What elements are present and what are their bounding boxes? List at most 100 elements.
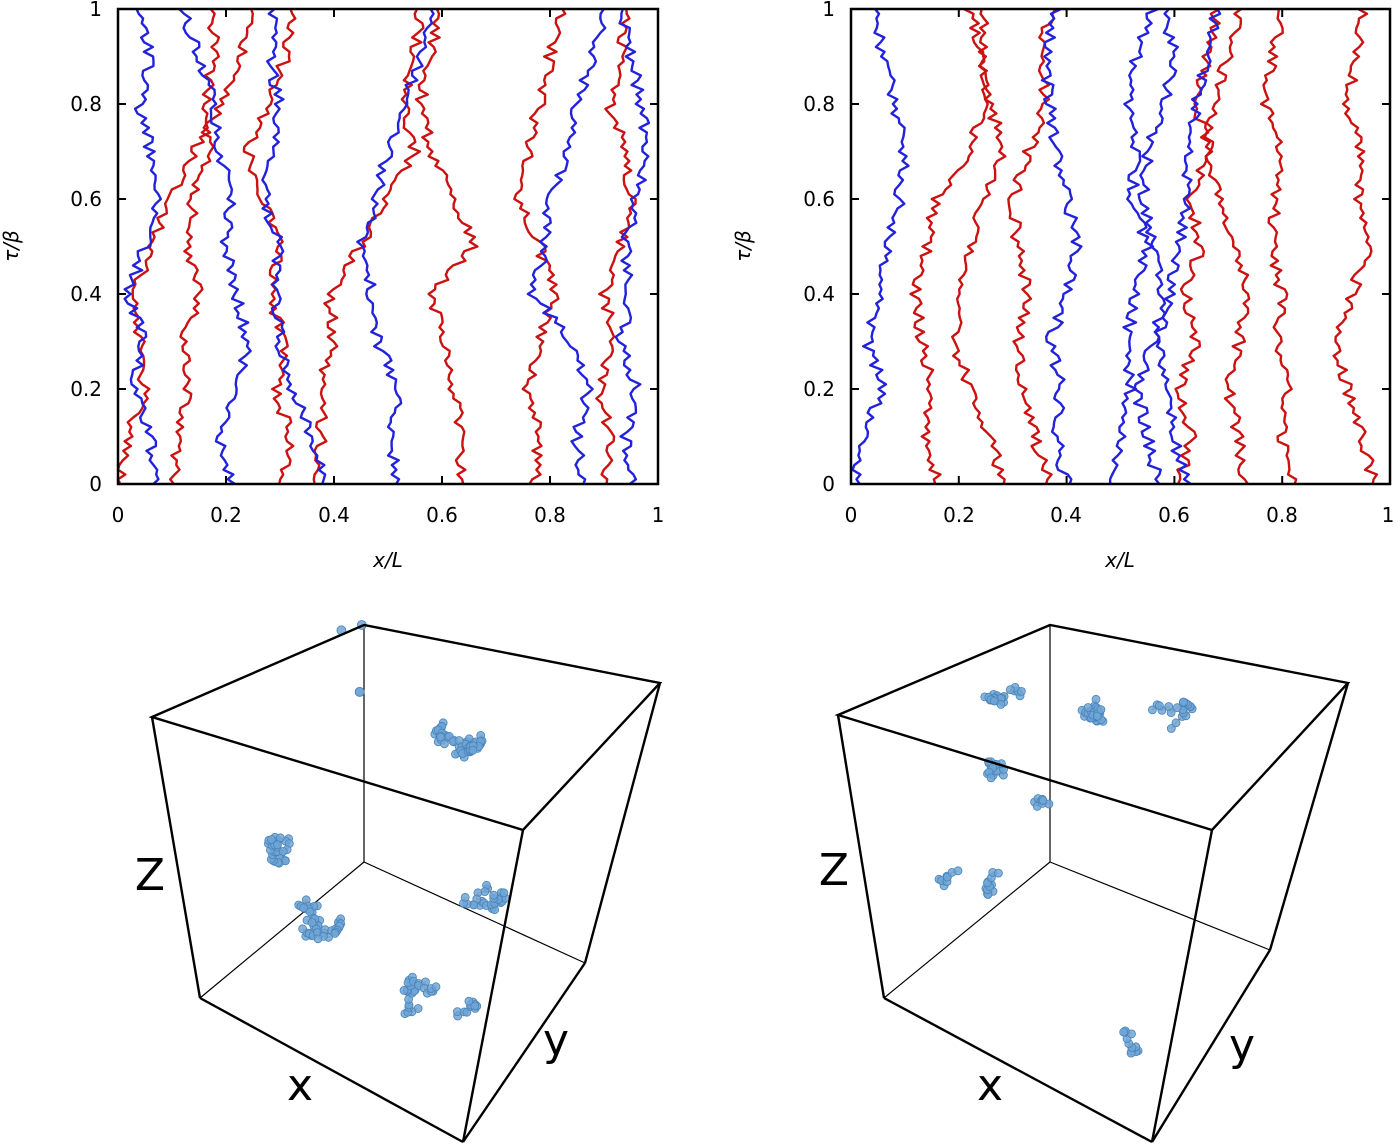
x-tick-label: 1 xyxy=(1382,503,1395,527)
polymer-cluster xyxy=(459,880,510,915)
cluster-group xyxy=(934,683,1197,1058)
red-worldline xyxy=(242,8,297,485)
red-worldline xyxy=(1007,8,1057,485)
red-worldline xyxy=(1203,8,1251,485)
worldline-series-group xyxy=(116,8,651,486)
blue-worldline xyxy=(356,8,435,485)
particle-bead xyxy=(1005,685,1015,695)
y-tick-label: 0.6 xyxy=(803,187,835,211)
polymer-cluster xyxy=(354,687,365,697)
particle-bead xyxy=(953,866,963,876)
particle-bead xyxy=(1038,796,1048,805)
particle-bead xyxy=(1155,701,1164,711)
particle-bead xyxy=(313,934,323,944)
polymer-cluster xyxy=(1077,694,1108,726)
x-tick-label: 0.4 xyxy=(1050,503,1082,527)
cube-back-edges xyxy=(883,625,1271,999)
polymer-cluster xyxy=(934,866,963,891)
particle-bead xyxy=(307,918,317,927)
cube-back-edges xyxy=(199,625,586,999)
tick-group xyxy=(117,8,659,485)
y-axis-label: y xyxy=(543,1015,569,1066)
blue-worldline xyxy=(1040,7,1083,485)
worldline-panel-right: 0 0.2 0.4 0.6 0.8 1 0 0.2 0.4 0.6 0.8 1 … xyxy=(731,0,1394,572)
red-worldline xyxy=(951,8,1007,485)
y-tick-label: 0.8 xyxy=(803,92,835,116)
tick-group xyxy=(850,8,1391,485)
particle-bead xyxy=(330,929,340,938)
cube-front-edges xyxy=(148,623,663,1144)
particle-bead xyxy=(399,986,409,995)
red-worldline xyxy=(116,8,255,485)
particle-bead xyxy=(1166,724,1176,733)
red-worldline xyxy=(1332,7,1379,485)
blue-worldline xyxy=(123,8,163,485)
y-tick-label: 0 xyxy=(822,472,835,496)
x-tick-label: 0.4 xyxy=(318,503,350,527)
particle-bead xyxy=(1119,1027,1129,1037)
y-tick-label: 0.4 xyxy=(803,282,835,306)
particle-bead xyxy=(994,868,1003,878)
blue-worldline xyxy=(851,8,910,485)
blue-worldline xyxy=(178,8,252,486)
y-axis-title: τ/β xyxy=(731,230,755,262)
blue-worldline xyxy=(1153,8,1222,485)
blue-worldline xyxy=(614,8,651,485)
particle-bead xyxy=(1164,702,1174,711)
red-worldline xyxy=(513,8,567,485)
y-tick-label: 0.2 xyxy=(803,377,835,401)
particle-bead xyxy=(464,996,474,1006)
cube-panel-left: Z x y xyxy=(135,620,663,1144)
y-axis-title: τ/β xyxy=(0,230,23,262)
x-tick-label: 0.8 xyxy=(1266,503,1298,527)
particle-bead xyxy=(489,890,499,900)
polymer-cluster xyxy=(452,996,482,1021)
particle-bead xyxy=(431,982,441,992)
particle-bead xyxy=(460,892,470,902)
x-tick-label: 0 xyxy=(112,503,125,527)
x-axis-label: x xyxy=(977,1060,1003,1111)
x-tick-label: 0.6 xyxy=(1158,503,1190,527)
plot-frame xyxy=(849,7,1392,486)
red-worldline xyxy=(168,8,221,485)
blue-worldline xyxy=(526,8,607,485)
red-worldline xyxy=(595,8,637,485)
polymer-cluster xyxy=(263,832,294,868)
y-tick-label: 0.8 xyxy=(70,92,102,116)
y-tick-label: 0.4 xyxy=(70,282,102,306)
particle-bead xyxy=(267,835,276,844)
cluster-group xyxy=(263,620,510,1021)
particle-bead xyxy=(1096,705,1106,714)
x-tick-label: 0.2 xyxy=(943,503,975,527)
x-tick-label: 0.2 xyxy=(210,503,242,527)
particle-bead xyxy=(996,700,1006,709)
x-axis-label: x xyxy=(287,1060,313,1111)
x-tick-label: 0.6 xyxy=(426,503,458,527)
particle-bead xyxy=(986,773,996,783)
z-axis-label: Z xyxy=(819,845,849,896)
particle-bead xyxy=(1083,703,1093,712)
cube-front-edges xyxy=(834,623,1351,1144)
blue-worldline xyxy=(1132,8,1180,485)
y-tick-label: 1 xyxy=(822,0,835,21)
particle-bead xyxy=(273,840,282,850)
red-worldline xyxy=(909,7,990,485)
particle-bead xyxy=(278,847,288,856)
x-axis-title: x/L xyxy=(372,548,403,572)
blue-worldline xyxy=(1108,7,1159,485)
blue-worldline xyxy=(261,8,327,485)
y-tick-label: 0 xyxy=(89,472,102,496)
particle-bead xyxy=(499,888,509,898)
particle-bead xyxy=(1017,687,1026,696)
worldline-series-group xyxy=(851,7,1379,485)
polymer-cluster xyxy=(430,718,487,762)
particle-bead xyxy=(299,903,309,913)
particle-bead xyxy=(298,924,308,934)
y-tick-label: 1 xyxy=(89,0,102,21)
polymer-cluster xyxy=(1119,1026,1143,1058)
particle-bead xyxy=(1171,718,1181,728)
red-worldline xyxy=(1174,7,1221,485)
x-tick-label: 0.8 xyxy=(534,503,566,527)
worldline-panel-left: 0 0.2 0.4 0.6 0.8 1 0 0.2 0.4 0.6 0.8 1 … xyxy=(0,0,664,572)
